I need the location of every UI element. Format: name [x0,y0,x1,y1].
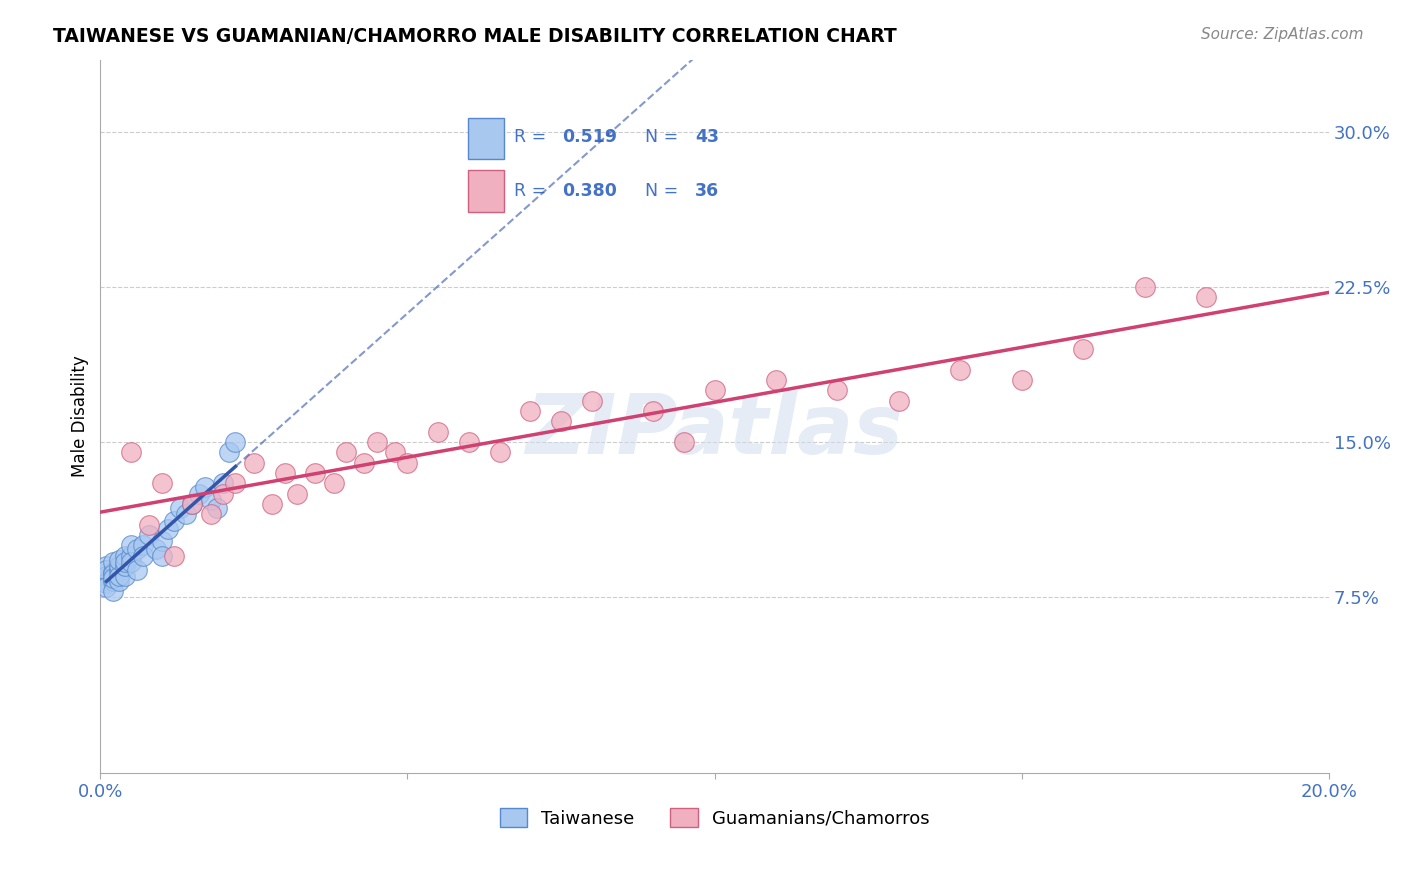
Point [200,508,222,522]
Point [138,528,160,542]
Point [827,384,849,398]
Point [949,362,972,376]
Point [181,497,204,511]
Point [163,514,186,528]
Point [107,574,129,588]
Legend: Taiwanese, Guamanians/Chamorros: Taiwanese, Guamanians/Chamorros [492,801,936,835]
Point [353,456,375,470]
Point [96,563,118,577]
Text: Source: ZipAtlas.com: Source: ZipAtlas.com [1201,27,1364,42]
Point [114,555,136,569]
Point [150,476,173,491]
Point [212,486,235,500]
Point [101,574,124,588]
Point [96,575,118,590]
Point [114,549,136,563]
Point [132,538,155,552]
Point [96,559,118,574]
Point [156,522,179,536]
Point [187,486,209,500]
Point [457,435,479,450]
Point [120,549,142,563]
Point [335,445,357,459]
Point [396,456,419,470]
Point [101,571,124,585]
Point [120,538,142,552]
Point [96,580,118,594]
Point [96,569,118,583]
Point [107,569,129,583]
Point [200,492,222,507]
Point [181,497,204,511]
Point [120,445,142,459]
Point [243,456,266,470]
Point [169,501,191,516]
Point [145,542,167,557]
Point [262,497,284,511]
Point [132,549,155,563]
Point [107,559,129,574]
Point [1071,342,1094,356]
Point [120,555,142,569]
Point [273,466,295,480]
Y-axis label: Male Disability: Male Disability [72,355,89,477]
Point [1133,280,1156,294]
Point [519,404,541,418]
Point [581,393,603,408]
Point [304,466,326,480]
Point [138,517,160,532]
Point [1011,373,1033,387]
Point [101,555,124,569]
Point [101,566,124,580]
Text: TAIWANESE VS GUAMANIAN/CHAMORRO MALE DISABILITY CORRELATION CHART: TAIWANESE VS GUAMANIAN/CHAMORRO MALE DIS… [53,27,897,45]
Point [114,569,136,583]
Point [703,384,725,398]
Point [322,476,344,491]
Point [150,549,173,563]
Point [212,476,235,491]
Point [427,425,450,439]
Point [1195,290,1218,304]
Point [224,476,246,491]
Point [114,559,136,574]
Text: ZIPatlas: ZIPatlas [526,390,904,471]
Point [127,542,149,557]
Point [176,508,198,522]
Point [765,373,787,387]
Point [672,435,695,450]
Point [163,549,186,563]
Point [107,563,129,577]
Point [643,404,665,418]
Point [107,553,129,567]
Point [550,414,572,428]
Point [224,435,246,450]
Point [218,445,240,459]
Point [285,486,308,500]
Point [205,501,228,516]
Point [127,563,149,577]
Point [887,393,910,408]
Point [101,583,124,598]
Point [384,445,406,459]
Point [366,435,388,450]
Point [194,481,217,495]
Point [101,567,124,582]
Point [488,445,510,459]
Point [150,534,173,549]
